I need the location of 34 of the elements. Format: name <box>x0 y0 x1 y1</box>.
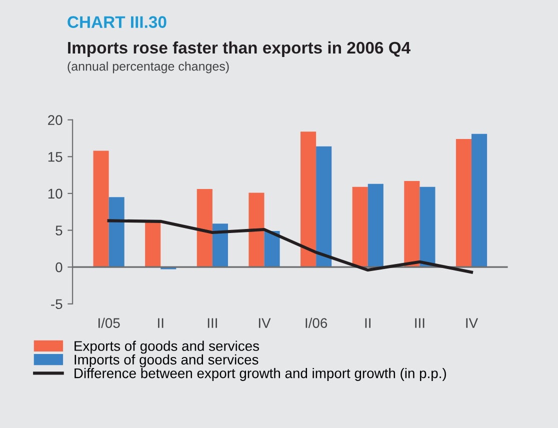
y-tick-label: 15 <box>48 152 62 162</box>
bar <box>145 222 161 268</box>
bar <box>316 146 332 268</box>
x-tick-label: IV <box>258 318 271 328</box>
y-tick-label: 0 <box>56 262 62 272</box>
y-tick-label: 10 <box>48 188 62 199</box>
y-tick-label: -5 <box>51 299 62 310</box>
bar <box>420 186 436 268</box>
x-tick-label: II <box>158 318 164 328</box>
bar <box>472 134 488 268</box>
bar <box>93 150 109 268</box>
x-tick-label: IV <box>466 318 478 328</box>
bar <box>300 132 316 268</box>
legend-label: Imports of goods and services <box>74 354 258 368</box>
bar <box>248 192 264 268</box>
chart-subtitle: (annual percentage changes) <box>68 62 229 74</box>
legend-label: Exports of goods and services <box>74 340 260 354</box>
legend-label: Difference between export growth and import growth (in p.p.) <box>74 368 446 381</box>
line-series <box>107 219 474 274</box>
x-tick-label: III <box>415 318 424 328</box>
bar <box>404 180 420 268</box>
bar <box>108 197 124 268</box>
x-tick-label: I/06 <box>306 318 328 328</box>
text: CHART III.30 <box>68 16 166 28</box>
x-tick-label: II <box>365 318 370 328</box>
y-tick-label: 20 <box>48 115 62 126</box>
chart-title: Imports rose faster than exports in 2006 Q4 <box>68 41 411 57</box>
bar <box>456 138 472 268</box>
bar <box>196 189 212 268</box>
x-tick-label: III <box>208 318 217 328</box>
bar <box>368 184 384 268</box>
x-tick-label: I/05 <box>98 318 120 328</box>
y-tick-label: 5 <box>56 226 62 236</box>
bar <box>352 186 368 268</box>
